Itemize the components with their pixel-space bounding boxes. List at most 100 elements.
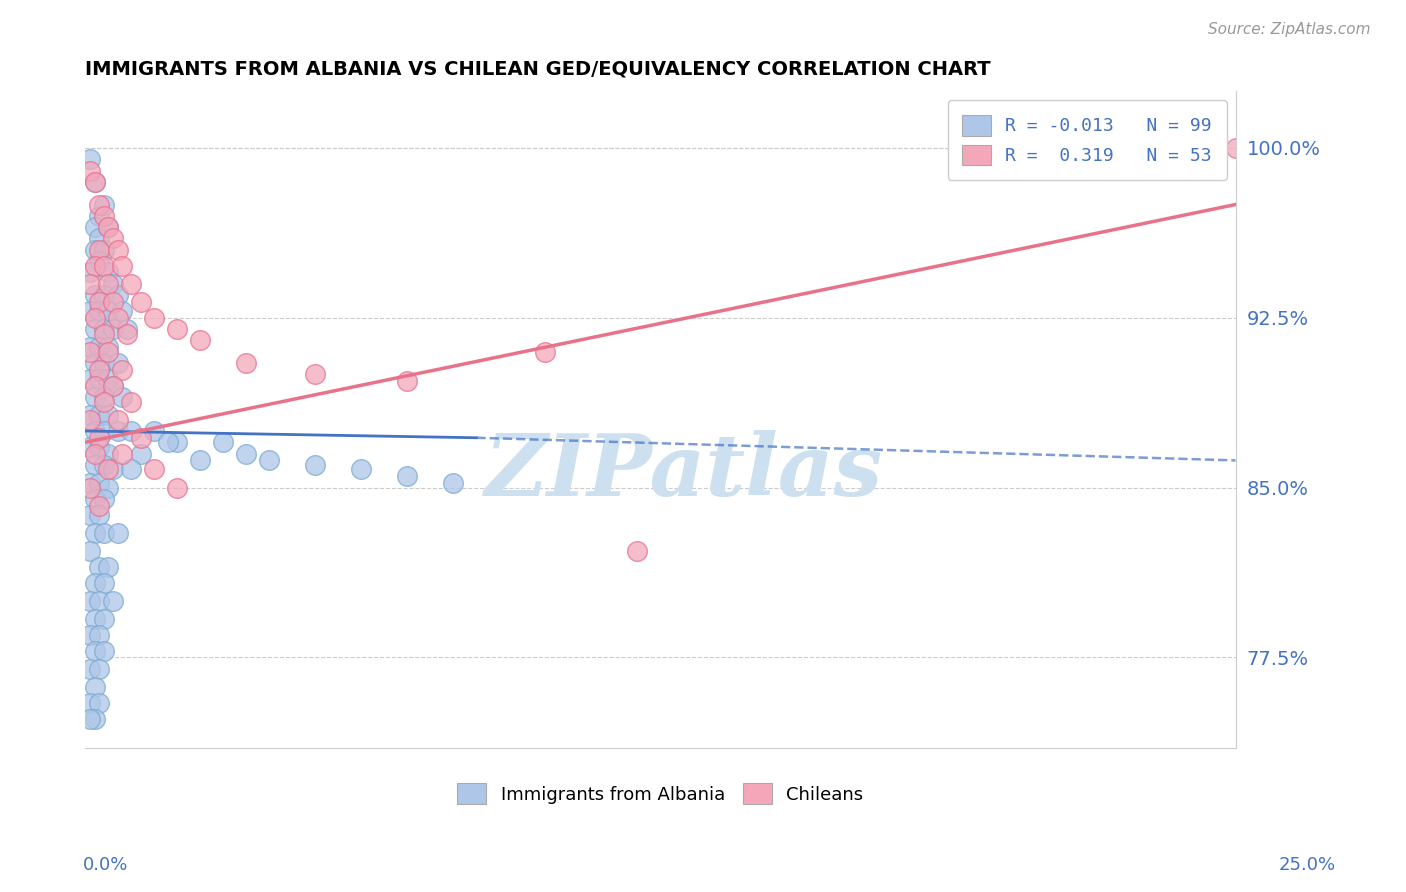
Point: [396, 469, 419, 483]
Point: [143, 310, 166, 325]
Point: [111, 447, 134, 461]
Point: [87, 559, 110, 574]
Point: [83, 575, 105, 590]
Point: [93, 243, 115, 257]
Point: [129, 447, 152, 461]
Point: [79, 304, 101, 318]
Point: [79, 152, 101, 166]
Point: [79, 408, 101, 422]
Point: [101, 462, 124, 476]
Point: [93, 458, 115, 472]
Point: [79, 340, 101, 354]
Point: [83, 175, 105, 189]
Point: [115, 322, 138, 336]
Point: [350, 462, 373, 476]
Point: [93, 525, 115, 540]
Point: [107, 525, 129, 540]
Point: [87, 254, 110, 268]
Point: [304, 458, 326, 472]
Point: [83, 288, 105, 302]
Point: [188, 453, 211, 467]
Point: [143, 424, 166, 438]
Point: [93, 424, 115, 438]
Point: [83, 424, 105, 438]
Text: 0.0%: 0.0%: [83, 856, 128, 874]
Point: [235, 447, 257, 461]
Point: [93, 643, 115, 657]
Point: [83, 322, 105, 336]
Point: [79, 662, 101, 676]
Text: ZIPatlas: ZIPatlas: [485, 431, 883, 514]
Point: [83, 378, 105, 392]
Point: [79, 481, 101, 495]
Point: [101, 231, 124, 245]
Point: [83, 447, 105, 461]
Point: [97, 372, 120, 386]
Point: [120, 394, 142, 409]
Point: [107, 412, 129, 426]
Point: [107, 288, 129, 302]
Point: [101, 378, 124, 392]
Point: [93, 288, 115, 302]
Point: [111, 259, 134, 273]
Point: [129, 294, 152, 309]
Point: [87, 231, 110, 245]
Point: [120, 424, 142, 438]
Point: [396, 374, 419, 388]
Point: [83, 220, 105, 235]
Point: [87, 340, 110, 354]
Point: [97, 304, 120, 318]
Point: [157, 435, 180, 450]
Point: [87, 696, 110, 710]
Point: [107, 424, 129, 438]
Point: [188, 334, 211, 348]
Point: [79, 440, 101, 454]
Point: [93, 322, 115, 336]
Point: [441, 476, 464, 491]
Point: [304, 368, 326, 382]
Point: [79, 544, 101, 558]
Point: [97, 481, 120, 495]
Point: [87, 363, 110, 377]
Point: [93, 356, 115, 370]
Point: [79, 712, 101, 726]
Point: [129, 431, 152, 445]
Point: [83, 243, 105, 257]
Point: [87, 304, 110, 318]
Point: [143, 462, 166, 476]
Point: [79, 594, 101, 608]
Point: [115, 326, 138, 341]
Point: [83, 680, 105, 694]
Point: [107, 243, 129, 257]
Point: [93, 197, 115, 211]
Point: [97, 220, 120, 235]
Text: Source: ZipAtlas.com: Source: ZipAtlas.com: [1208, 22, 1371, 37]
Point: [101, 277, 124, 291]
Point: [83, 259, 105, 273]
Point: [83, 356, 105, 370]
Point: [97, 344, 120, 359]
Point: [93, 390, 115, 404]
Point: [107, 310, 129, 325]
Point: [79, 508, 101, 522]
Point: [87, 499, 110, 513]
Point: [87, 594, 110, 608]
Point: [93, 326, 115, 341]
Point: [101, 294, 124, 309]
Point: [111, 304, 134, 318]
Point: [166, 435, 188, 450]
Point: [87, 628, 110, 642]
Point: [83, 643, 105, 657]
Point: [97, 408, 120, 422]
Point: [79, 372, 101, 386]
Point: [87, 662, 110, 676]
Point: [259, 453, 281, 467]
Point: [87, 440, 110, 454]
Point: [97, 277, 120, 291]
Point: [79, 412, 101, 426]
Point: [111, 390, 134, 404]
Point: [83, 390, 105, 404]
Point: [101, 322, 124, 336]
Point: [235, 356, 257, 370]
Point: [87, 408, 110, 422]
